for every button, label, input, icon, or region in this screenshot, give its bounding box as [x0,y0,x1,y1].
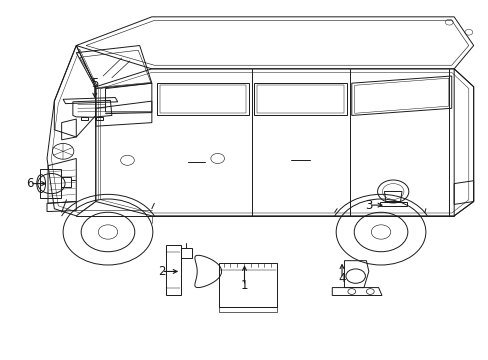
Text: 4: 4 [338,272,345,285]
Text: 3: 3 [365,199,372,212]
Text: 6: 6 [26,177,34,190]
Text: 2: 2 [158,265,165,278]
Text: 1: 1 [240,279,248,292]
Text: 5: 5 [91,77,98,90]
